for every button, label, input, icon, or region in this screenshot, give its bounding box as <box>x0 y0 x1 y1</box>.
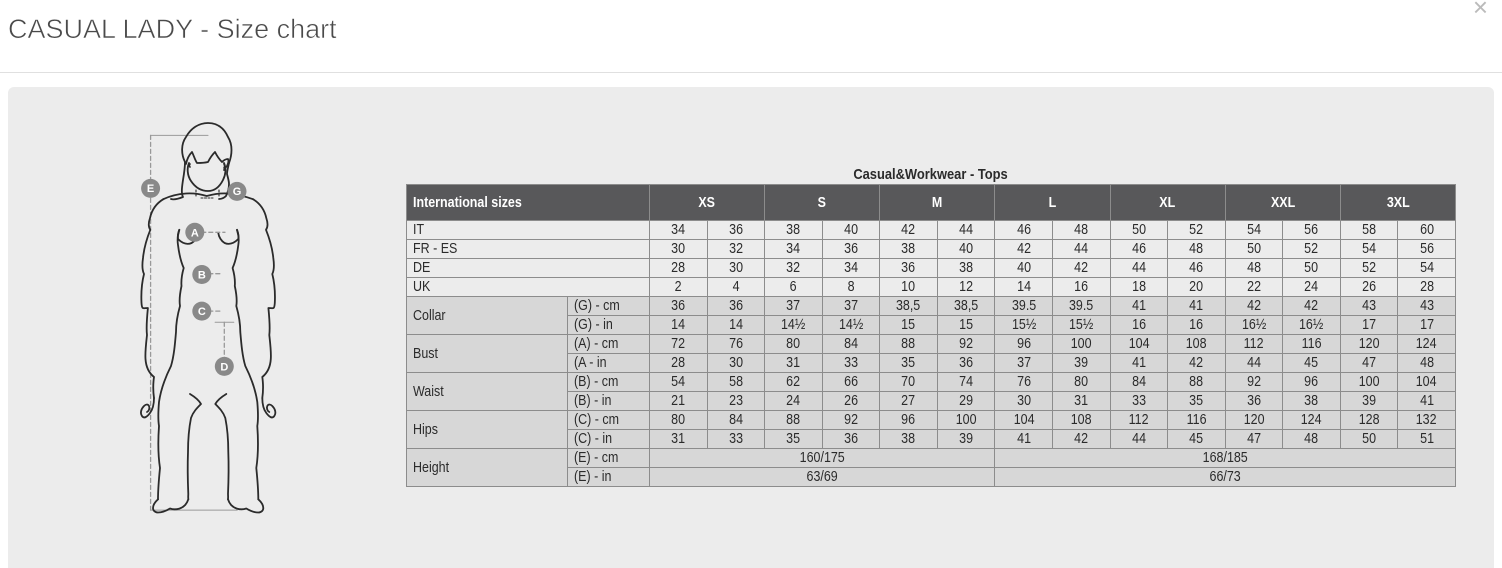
svg-text:C: C <box>198 306 206 318</box>
svg-text:D: D <box>220 361 228 373</box>
svg-text:E: E <box>147 183 154 195</box>
svg-text:B: B <box>198 270 206 282</box>
svg-text:G: G <box>233 186 242 198</box>
svg-text:A: A <box>191 227 199 239</box>
